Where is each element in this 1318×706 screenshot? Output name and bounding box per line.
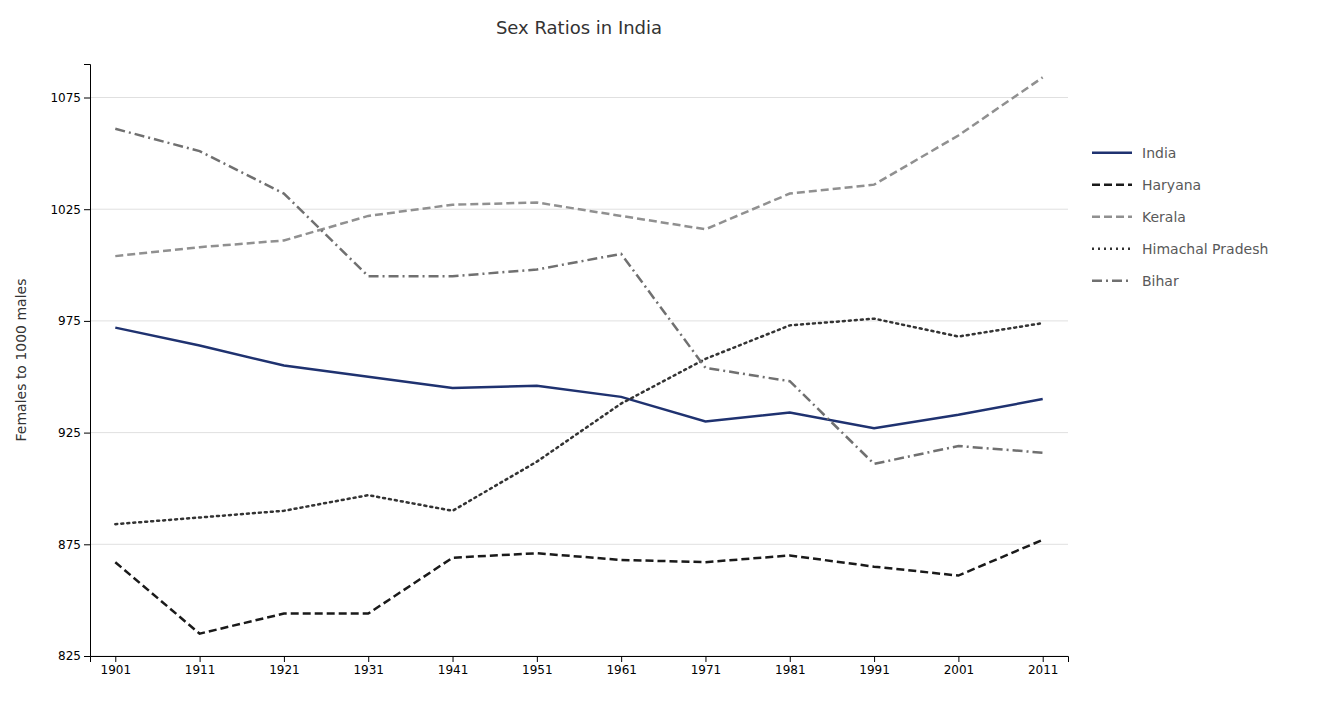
tick-label: 1951 xyxy=(522,663,553,677)
legend-item: Bihar xyxy=(1092,273,1179,289)
tick-label: 2011 xyxy=(1028,663,1059,677)
tick: 925 xyxy=(58,426,90,440)
legend-label: Bihar xyxy=(1142,273,1179,289)
legend-item: Himachal Pradesh xyxy=(1092,241,1268,257)
tick-label: 1981 xyxy=(775,663,806,677)
tick-mark xyxy=(284,656,285,662)
tick: 1025 xyxy=(50,203,90,217)
legend-swatch xyxy=(1092,248,1132,251)
tick-mark xyxy=(621,656,622,662)
legend-label: Kerala xyxy=(1142,209,1186,225)
series-line xyxy=(115,328,1042,429)
tick-label: 1075 xyxy=(50,91,81,105)
legend-item: Kerala xyxy=(1092,209,1186,225)
tick-mark xyxy=(84,656,90,657)
y-axis-title: Females to 1000 males xyxy=(13,279,29,442)
tick-label: 1991 xyxy=(859,663,890,677)
series-line xyxy=(115,319,1042,525)
tick: 1981 xyxy=(775,656,806,677)
legend-label: India xyxy=(1142,145,1176,161)
tick: 1911 xyxy=(185,656,216,677)
legend-swatch xyxy=(1092,216,1132,219)
grid-line xyxy=(90,97,1068,98)
tick: 825 xyxy=(58,649,90,663)
series-line xyxy=(115,540,1042,634)
grid-line xyxy=(90,544,1068,545)
tick-mark xyxy=(453,656,454,662)
legend-item: Haryana xyxy=(1092,177,1201,193)
series-line xyxy=(115,77,1042,256)
tick-mark xyxy=(84,321,90,322)
tick-mark xyxy=(84,544,90,545)
tick-label: 2001 xyxy=(944,663,975,677)
legend-label: Haryana xyxy=(1142,177,1201,193)
chart-container: 1901 1911 1921 1931 1941 1951 1961 1971 1981 1991… xyxy=(0,0,1318,706)
axis-domain xyxy=(84,65,91,657)
y-axis: 825 875 925 975 1025 1075 xyxy=(50,65,90,664)
tick-label: 1931 xyxy=(353,663,384,677)
tick: 1961 xyxy=(606,656,637,677)
plot-area: 1901 1911 1921 1931 1941 1951 1961 1971 1981 1991… xyxy=(50,65,1068,677)
tick-mark xyxy=(537,656,538,662)
tick-mark xyxy=(958,656,959,662)
tick: 2011 xyxy=(1028,656,1059,677)
tick: 1951 xyxy=(522,656,553,677)
grid-line xyxy=(90,320,1068,321)
tick-label: 1941 xyxy=(438,663,469,677)
tick-label: 1025 xyxy=(50,203,81,217)
legend-swatch xyxy=(1092,280,1132,283)
tick: 875 xyxy=(58,538,90,552)
legend-label: Himachal Pradesh xyxy=(1142,241,1268,257)
lines xyxy=(115,77,1042,633)
tick: 1901 xyxy=(101,656,132,677)
tick: 1931 xyxy=(353,656,384,677)
legend-item: India xyxy=(1092,145,1176,161)
tick-mark xyxy=(790,656,791,662)
legend: India Haryana Kerala Himachal Pradesh Bihar xyxy=(1092,145,1268,289)
tick: 1921 xyxy=(269,656,300,677)
tick-label: 975 xyxy=(58,314,81,328)
tick-label: 1901 xyxy=(101,663,132,677)
tick: 1941 xyxy=(438,656,469,677)
tick: 1075 xyxy=(50,91,90,105)
axis-domain xyxy=(91,657,1069,663)
tick-label: 1961 xyxy=(606,663,637,677)
tick-label: 875 xyxy=(58,538,81,552)
tick: 1991 xyxy=(859,656,890,677)
chart-title: Sex Ratios in India xyxy=(496,17,662,38)
tick: 975 xyxy=(58,314,90,328)
x-axis: 1901 1911 1921 1931 1941 1951 1961 1971 1981 1991… xyxy=(91,656,1069,677)
tick-mark xyxy=(1043,656,1044,662)
grid xyxy=(90,98,1068,656)
tick-mark xyxy=(84,209,90,210)
tick-mark xyxy=(115,656,116,662)
tick-mark xyxy=(200,656,201,662)
grid-line xyxy=(90,432,1068,433)
tick-label: 925 xyxy=(58,426,81,440)
tick-mark xyxy=(84,98,90,99)
tick: 1971 xyxy=(691,656,722,677)
tick-label: 1911 xyxy=(185,663,216,677)
tick-label: 825 xyxy=(58,649,81,663)
legend-swatch xyxy=(1092,184,1132,187)
tick-label: 1971 xyxy=(691,663,722,677)
tick-mark xyxy=(368,656,369,662)
tick-label: 1921 xyxy=(269,663,300,677)
legend-swatch xyxy=(1092,152,1132,155)
tick: 2001 xyxy=(944,656,975,677)
tick-mark xyxy=(705,656,706,662)
tick-mark xyxy=(874,656,875,662)
tick-mark xyxy=(84,433,90,434)
chart-svg: 1901 1911 1921 1931 1941 1951 1961 1971 1981 1991… xyxy=(0,0,1318,706)
series-line xyxy=(115,129,1042,464)
